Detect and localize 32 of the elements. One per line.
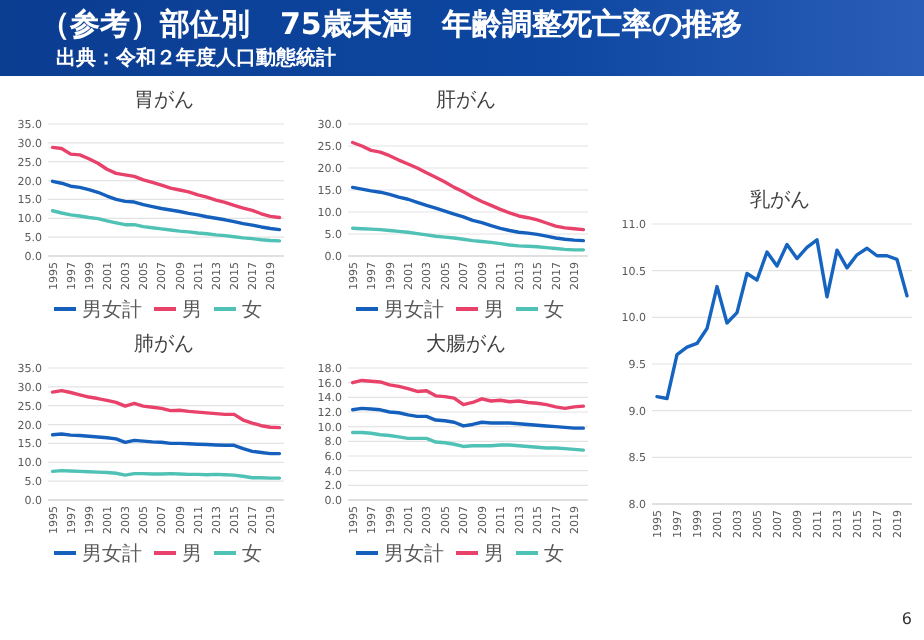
line-series bbox=[350, 406, 586, 430]
chart-title: 肺がん bbox=[134, 332, 194, 356]
line-series bbox=[350, 140, 586, 232]
line-series bbox=[655, 238, 909, 401]
legend-label: 女 bbox=[544, 542, 564, 566]
legend-label: 女 bbox=[242, 298, 262, 322]
text: （参考）部位別 75歳未満 年齢調整死亡率の推移 bbox=[40, 6, 742, 42]
line-series bbox=[50, 145, 282, 220]
legend-label: 男 bbox=[182, 300, 202, 322]
legend-label: 男女計 bbox=[82, 298, 142, 322]
line-series bbox=[50, 179, 282, 232]
line-series bbox=[350, 430, 586, 452]
chart-title: 乳がん bbox=[750, 188, 810, 212]
line-series bbox=[50, 432, 282, 456]
line-series bbox=[350, 226, 586, 252]
chart-title: 肝がん bbox=[436, 90, 496, 112]
legend-label: 男女計 bbox=[384, 542, 444, 566]
source-note: 出典：令和２年度人口動態統計 bbox=[56, 46, 336, 70]
line-series bbox=[350, 185, 586, 243]
legend-label: 男 bbox=[484, 544, 504, 566]
line-series bbox=[350, 378, 586, 411]
legend-label: 男女計 bbox=[384, 298, 444, 322]
legend-label: 女 bbox=[544, 298, 564, 322]
legend-label: 男 bbox=[484, 300, 504, 322]
text: 6 bbox=[901, 610, 912, 628]
legend-label: 男女計 bbox=[82, 542, 142, 566]
line-series bbox=[50, 209, 282, 243]
legend-label: 男 bbox=[182, 544, 202, 566]
legend-label: 女 bbox=[242, 542, 262, 566]
line-series bbox=[50, 388, 282, 430]
chart-title: 大腸がん bbox=[426, 332, 506, 356]
chart-title: 胃がん bbox=[134, 90, 194, 112]
